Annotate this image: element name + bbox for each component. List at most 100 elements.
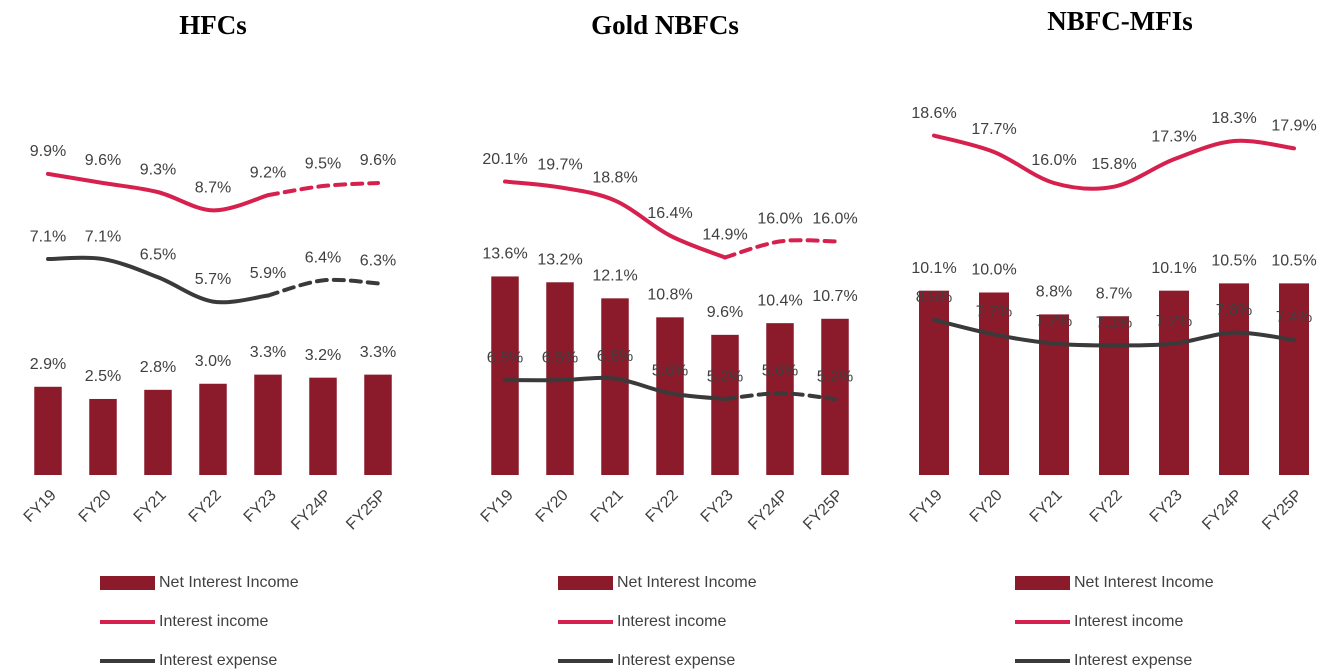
data-label: 3.3% — [250, 344, 286, 361]
bar — [601, 298, 629, 475]
x-tick-label: FY25P — [343, 487, 390, 534]
data-label: 3.3% — [360, 344, 396, 361]
legend-label: Interest expense — [159, 652, 277, 669]
data-label: 6.5% — [140, 247, 176, 264]
data-label: 9.5% — [305, 155, 341, 172]
line — [503, 375, 727, 402]
data-label: 5.2% — [817, 368, 853, 385]
data-label: 9.2% — [250, 164, 286, 181]
data-label: 8.8% — [1036, 284, 1072, 301]
x-tick-label: FY21 — [588, 487, 627, 526]
bar — [1099, 316, 1129, 475]
line — [46, 171, 270, 213]
bar — [1219, 283, 1249, 475]
bar — [144, 389, 172, 475]
legend-label: Interest expense — [1074, 652, 1192, 669]
data-label: 7.1% — [1096, 315, 1132, 332]
data-label: 17.3% — [1151, 128, 1196, 145]
data-label: 9.3% — [140, 161, 176, 178]
chart-title: HFCs — [179, 10, 247, 40]
data-label: 7.1% — [30, 228, 66, 245]
data-label: 10.1% — [911, 260, 956, 277]
data-label: 12.1% — [592, 268, 637, 285]
data-label: 10.5% — [1271, 253, 1316, 270]
x-tick-label: FY21 — [1027, 487, 1066, 526]
bar — [1279, 283, 1309, 475]
data-label: 7.2% — [1156, 313, 1192, 330]
x-tick-label: FY23 — [698, 487, 737, 526]
data-label: 10.8% — [647, 287, 692, 304]
data-label: 15.8% — [1091, 156, 1136, 173]
data-label: 9.6% — [707, 304, 743, 321]
x-tick-label: FY25P — [800, 487, 847, 534]
x-tick-label: FY21 — [131, 487, 170, 526]
data-label: 6.5% — [487, 349, 523, 366]
bar — [491, 276, 519, 475]
x-tick-label: FY24P — [288, 487, 335, 534]
data-label: 2.9% — [30, 356, 66, 373]
data-label: 8.5% — [916, 289, 952, 306]
data-label: 20.1% — [482, 151, 527, 168]
x-tick-label: FY22 — [186, 487, 225, 526]
x-tick-label: FY22 — [1087, 487, 1126, 526]
data-label: 18.8% — [592, 170, 637, 187]
line — [723, 391, 837, 402]
data-label: 9.9% — [30, 143, 66, 160]
data-label: 8.7% — [195, 180, 231, 197]
x-tick-label: FY24P — [745, 487, 792, 534]
bar — [309, 377, 337, 475]
bar — [364, 374, 392, 475]
data-label: 10.1% — [1151, 260, 1196, 277]
line — [503, 179, 727, 260]
legend-label: Net Interest Income — [1074, 574, 1214, 591]
x-tick-label: FY19 — [21, 487, 60, 526]
data-label: 3.0% — [195, 353, 231, 370]
data-label: 3.2% — [305, 347, 341, 364]
legend-label: Interest income — [617, 613, 726, 630]
data-label: 6.3% — [360, 253, 396, 270]
legend-label: Interest income — [1074, 613, 1183, 630]
data-label: 19.7% — [537, 157, 582, 174]
bar — [34, 386, 62, 475]
data-label: 8.7% — [1096, 285, 1132, 302]
data-label: 2.8% — [140, 359, 176, 376]
data-label: 7.2% — [1036, 313, 1072, 330]
data-label: 9.6% — [85, 152, 121, 169]
bar — [1039, 314, 1069, 475]
data-label: 10.7% — [812, 288, 857, 305]
data-label: 9.6% — [360, 152, 396, 169]
data-label: 6.4% — [305, 250, 341, 267]
x-tick-label: FY19 — [907, 487, 946, 526]
x-tick-label: FY23 — [1147, 487, 1186, 526]
data-label: 16.0% — [812, 211, 857, 228]
line — [266, 277, 380, 298]
data-label: 7.7% — [976, 304, 1012, 321]
data-label: 6.6% — [597, 348, 633, 365]
line — [932, 133, 1296, 191]
data-label: 17.7% — [971, 121, 1016, 138]
data-label: 18.6% — [911, 105, 956, 122]
data-label: 13.2% — [537, 251, 582, 268]
x-tick-label: FY20 — [76, 487, 115, 526]
data-label: 13.6% — [482, 246, 527, 263]
chart-title: Gold NBFCs — [591, 10, 739, 40]
x-tick-label: FY24P — [1199, 487, 1246, 534]
line — [723, 238, 837, 260]
data-label: 5.9% — [250, 265, 286, 282]
bar — [199, 383, 227, 475]
bar — [979, 292, 1009, 475]
bar — [1159, 290, 1189, 475]
data-label: 10.4% — [757, 292, 802, 309]
x-tick-label: FY25P — [1259, 487, 1306, 534]
legend-swatch — [558, 576, 613, 590]
data-label: 7.1% — [85, 228, 121, 245]
data-label: 7.8% — [1216, 302, 1252, 319]
data-label: 14.9% — [702, 227, 747, 244]
x-tick-label: FY20 — [967, 487, 1006, 526]
data-label: 6.5% — [542, 349, 578, 366]
data-label: 5.6% — [652, 362, 688, 379]
line — [46, 255, 270, 305]
x-tick-label: FY22 — [643, 487, 682, 526]
data-label: 7.4% — [1276, 309, 1312, 326]
